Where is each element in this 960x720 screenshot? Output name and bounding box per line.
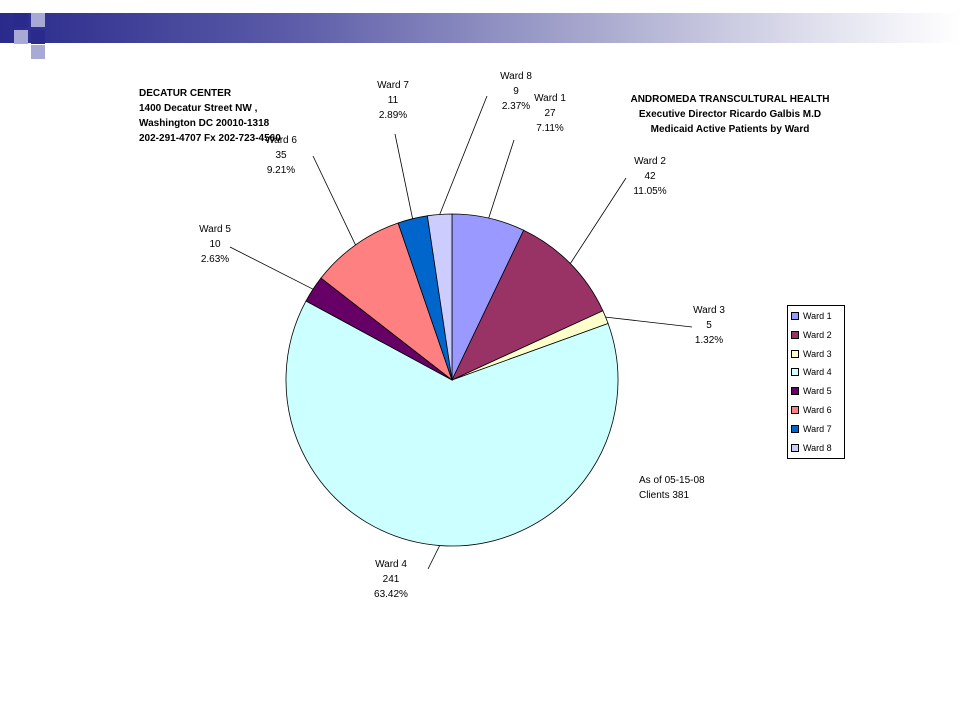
data-label: Ward 7 (377, 80, 409, 91)
title-line: Executive Director Ricardo Galbis M.D (638, 109, 822, 120)
legend-item: Ward 1 (791, 309, 832, 323)
decor-square-dark-2 (31, 30, 45, 44)
decor-square-light-2 (14, 30, 28, 44)
title-line: Medicaid Active Patients by Ward (650, 124, 810, 135)
address-line: DECATUR CENTER (139, 88, 232, 99)
data-label: 35 (275, 150, 287, 161)
data-label: 2.37% (502, 101, 530, 112)
leader-line (605, 316, 693, 328)
decor-square-dark-1 (14, 13, 28, 27)
data-label: 7.11% (536, 123, 564, 134)
data-label: 2.63% (201, 254, 229, 265)
legend-label: Ward 4 (803, 367, 832, 378)
address-block: DECATUR CENTER 1400 Decatur Street NW , … (139, 86, 281, 146)
data-label: Ward 3 (693, 305, 725, 316)
legend-swatch (791, 312, 799, 320)
legend-swatch (791, 424, 799, 433)
pie-slice-ward-2 (451, 229, 604, 381)
pie-slice-ward-6 (320, 222, 453, 382)
title-line: ANDROMEDA TRANSCULTURAL HEALTH (630, 94, 830, 105)
data-label: 27 (544, 108, 556, 119)
data-label: 10 (209, 239, 221, 250)
data-label: 9.21% (267, 165, 295, 176)
data-label: Ward 1 (534, 93, 566, 104)
legend-item: Ward 2 (791, 328, 832, 342)
data-label: 42 (644, 171, 656, 182)
data-label: Ward 5 (199, 224, 231, 235)
data-label: 241 (383, 574, 400, 585)
decor-square-light-3 (31, 45, 45, 59)
legend-item: Ward 6 (791, 403, 832, 417)
data-label: Ward 6 (265, 135, 297, 146)
legend-item: Ward 8 (791, 441, 832, 455)
leader-line (427, 545, 441, 570)
data-label: 2.89% (379, 110, 407, 121)
leader-line (569, 177, 627, 264)
data-label: Ward 8 (500, 71, 532, 82)
legend-item: Ward 3 (791, 347, 832, 361)
data-label: 63.42% (374, 589, 408, 600)
legend-label: Ward 6 (803, 405, 832, 415)
legend-swatch (791, 387, 799, 396)
leader-line (439, 95, 488, 215)
decor-square-light-1 (31, 13, 45, 27)
leader-line (394, 133, 413, 219)
data-label: Ward 4 (375, 559, 407, 570)
legend-label: Ward 1 (803, 311, 832, 321)
legend-swatch (791, 368, 799, 377)
clients-note: As of 05-15-08 Clients 381 (639, 475, 705, 501)
legend-swatch (791, 349, 799, 358)
legend-item: Ward 5 (791, 384, 832, 398)
legend-swatch (791, 330, 799, 339)
address-line: 202-291-4707 Fx 202-723-4560 (139, 133, 281, 144)
data-label: 1.32% (695, 335, 723, 346)
legend-swatch (791, 406, 799, 414)
chart-legend: Ward 1 Ward 2 Ward 3 Ward 4 Ward 5 Ward 6 Ward… (787, 305, 845, 459)
data-label: 9 (513, 86, 519, 97)
address-line: Washington DC 20010-1318 (139, 118, 270, 129)
legend-label: Ward 7 (803, 423, 832, 434)
data-label: 5 (706, 320, 712, 331)
leader-line (312, 155, 356, 246)
leader-line (488, 139, 515, 219)
data-label: 11 (388, 95, 399, 106)
legend-label: Ward 2 (803, 329, 832, 340)
data-label: Ward 2 (634, 156, 666, 167)
legend-swatch (791, 443, 799, 452)
chart-title: ANDROMEDA TRANSCULTURAL HEALTH Executive… (600, 92, 860, 137)
legend-label: Ward 8 (803, 442, 832, 453)
legend-label: Ward 5 (803, 386, 832, 397)
legend-label: Ward 3 (803, 348, 832, 359)
data-label: 11.05% (633, 186, 666, 197)
leader-line (229, 246, 314, 290)
title-gradient-band (0, 13, 960, 43)
legend-item: Ward 4 (791, 365, 832, 379)
legend-item: Ward 7 (791, 422, 832, 436)
address-line: 1400 Decatur Street NW , (139, 103, 258, 114)
